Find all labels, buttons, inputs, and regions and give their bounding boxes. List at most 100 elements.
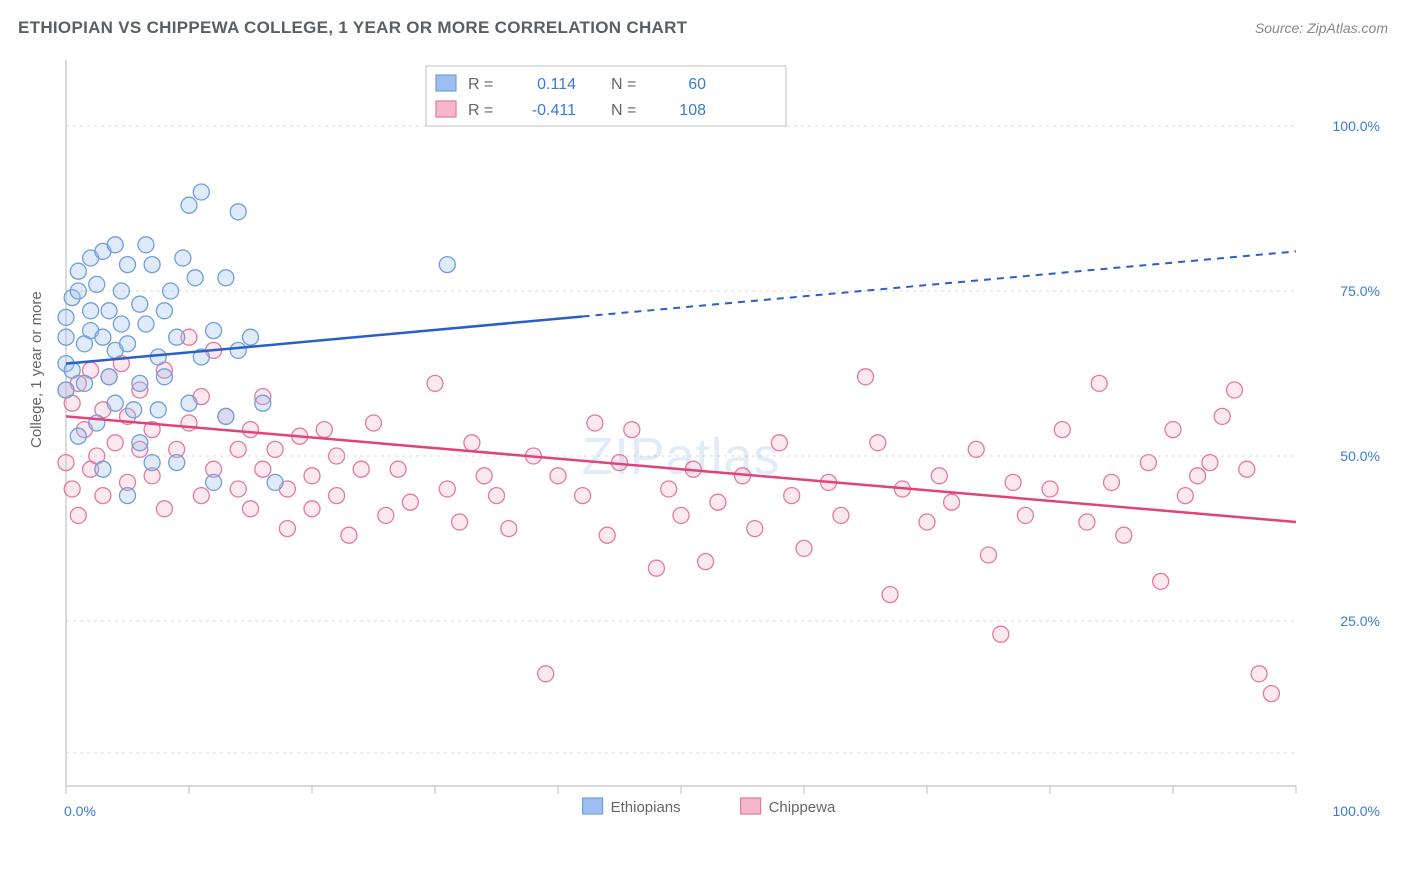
y-axis-label: College, 1 year or more (28, 291, 45, 448)
trend-line-ethiopians-extrapolated (583, 251, 1296, 316)
data-point-ethiopians (218, 408, 234, 424)
legend-label-chippewa: Chippewa (769, 799, 836, 816)
data-point-ethiopians (181, 395, 197, 411)
data-point-chippewa (968, 441, 984, 457)
data-point-chippewa (243, 501, 259, 517)
data-point-chippewa (230, 481, 246, 497)
data-point-ethiopians (120, 488, 136, 504)
data-point-chippewa (378, 507, 394, 523)
data-point-ethiopians (70, 263, 86, 279)
data-point-ethiopians (156, 303, 172, 319)
y-tick-label: 75.0% (1340, 283, 1380, 299)
legend-n-label: N = (611, 102, 636, 119)
data-point-chippewa (538, 666, 554, 682)
data-point-chippewa (439, 481, 455, 497)
data-point-ethiopians (169, 455, 185, 471)
data-point-ethiopians (58, 309, 74, 325)
data-point-chippewa (390, 461, 406, 477)
legend-swatch-chippewa (741, 798, 761, 814)
data-point-chippewa (329, 488, 345, 504)
data-point-chippewa (833, 507, 849, 523)
data-point-chippewa (1017, 507, 1033, 523)
chart-title: ETHIOPIAN VS CHIPPEWA COLLEGE, 1 YEAR OR… (18, 18, 687, 38)
data-point-chippewa (476, 468, 492, 484)
data-point-ethiopians (169, 329, 185, 345)
data-point-ethiopians (83, 303, 99, 319)
data-point-chippewa (501, 521, 517, 537)
data-point-chippewa (464, 435, 480, 451)
data-point-ethiopians (58, 382, 74, 398)
correlation-scatter-chart: 25.0%50.0%75.0%100.0%0.0%100.0%ZIPatlasR… (46, 48, 1388, 848)
data-point-ethiopians (163, 283, 179, 299)
x-tick-label: 0.0% (64, 803, 96, 819)
data-point-ethiopians (107, 237, 123, 253)
data-point-chippewa (1190, 468, 1206, 484)
data-point-chippewa (452, 514, 468, 530)
y-tick-label: 50.0% (1340, 448, 1380, 464)
data-point-chippewa (230, 441, 246, 457)
legend-r-label: R = (468, 76, 493, 93)
data-point-chippewa (919, 514, 935, 530)
data-point-chippewa (427, 375, 443, 391)
source-attribution: Source: ZipAtlas.com (1255, 20, 1388, 36)
data-point-chippewa (70, 507, 86, 523)
legend-swatch-chippewa (436, 101, 456, 117)
data-point-ethiopians (193, 184, 209, 200)
y-tick-label: 25.0% (1340, 613, 1380, 629)
data-point-ethiopians (132, 435, 148, 451)
data-point-ethiopians (95, 329, 111, 345)
data-point-chippewa (599, 527, 615, 543)
data-point-chippewa (661, 481, 677, 497)
data-point-ethiopians (255, 395, 271, 411)
legend-n-value-chippewa: 108 (679, 102, 706, 119)
data-point-chippewa (95, 488, 111, 504)
data-point-ethiopians (101, 303, 117, 319)
data-point-chippewa (784, 488, 800, 504)
data-point-chippewa (1104, 474, 1120, 490)
data-point-chippewa (107, 435, 123, 451)
data-point-ethiopians (58, 329, 74, 345)
data-point-ethiopians (138, 237, 154, 253)
data-point-ethiopians (132, 296, 148, 312)
data-point-chippewa (341, 527, 357, 543)
data-point-ethiopians (267, 474, 283, 490)
data-point-ethiopians (70, 283, 86, 299)
data-point-chippewa (1079, 514, 1095, 530)
data-point-chippewa (1116, 527, 1132, 543)
data-point-chippewa (193, 488, 209, 504)
data-point-chippewa (710, 494, 726, 510)
data-point-ethiopians (181, 197, 197, 213)
data-point-chippewa (1165, 422, 1181, 438)
data-point-ethiopians (243, 329, 259, 345)
data-point-chippewa (587, 415, 603, 431)
data-point-chippewa (858, 369, 874, 385)
data-point-chippewa (1251, 666, 1267, 682)
data-point-ethiopians (150, 349, 166, 365)
data-point-ethiopians (120, 257, 136, 273)
data-point-chippewa (796, 540, 812, 556)
data-point-chippewa (353, 461, 369, 477)
data-point-ethiopians (101, 369, 117, 385)
data-point-ethiopians (206, 474, 222, 490)
data-point-chippewa (698, 554, 714, 570)
data-point-chippewa (648, 560, 664, 576)
legend-r-value-chippewa: -0.411 (532, 102, 576, 119)
data-point-chippewa (981, 547, 997, 563)
data-point-ethiopians (95, 461, 111, 477)
data-point-ethiopians (132, 375, 148, 391)
data-point-chippewa (255, 461, 271, 477)
data-point-ethiopians (138, 316, 154, 332)
data-point-chippewa (993, 626, 1009, 642)
data-point-chippewa (931, 468, 947, 484)
data-point-chippewa (944, 494, 960, 510)
data-point-ethiopians (218, 270, 234, 286)
data-point-ethiopians (113, 316, 129, 332)
data-point-ethiopians (89, 276, 105, 292)
data-point-chippewa (316, 422, 332, 438)
data-point-chippewa (279, 521, 295, 537)
data-point-ethiopians (107, 395, 123, 411)
legend-r-label: R = (468, 102, 493, 119)
data-point-chippewa (304, 468, 320, 484)
data-point-chippewa (1140, 455, 1156, 471)
data-point-chippewa (489, 488, 505, 504)
